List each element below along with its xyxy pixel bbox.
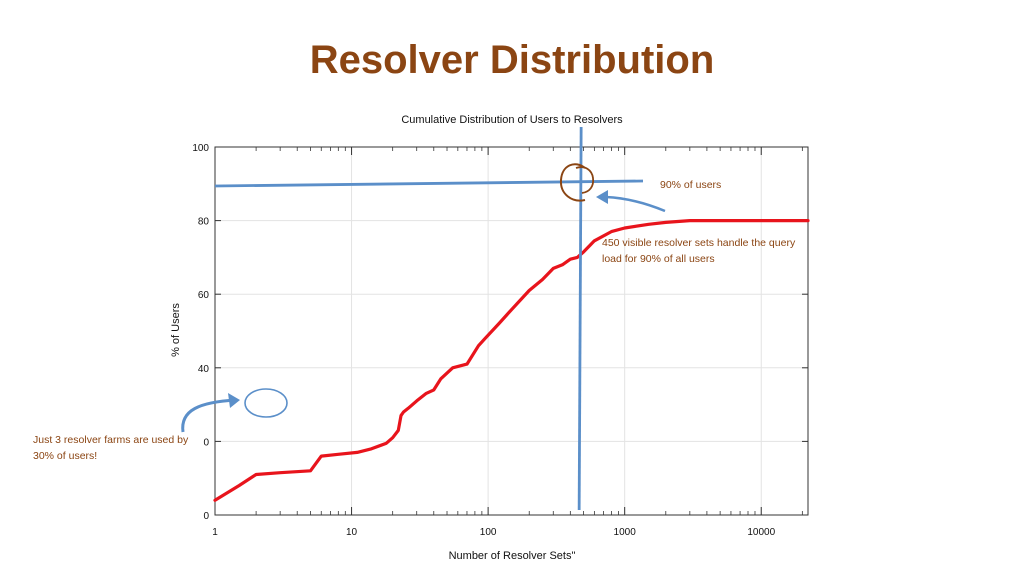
x-tick-label: 1000 xyxy=(614,527,637,538)
right-arrow-head xyxy=(596,190,608,204)
chart-title: Cumulative Distribution of Users to Reso… xyxy=(401,114,623,126)
y-tick-label: 60 xyxy=(198,290,210,301)
left-arrow xyxy=(181,398,237,433)
x-tick-label: 10000 xyxy=(747,527,775,538)
x-tick-label: 100 xyxy=(480,527,497,538)
plot-frame xyxy=(214,146,809,516)
y-tick-label: 100 xyxy=(192,143,209,154)
x-axis-label: Number of Resolver Sets" xyxy=(448,550,576,562)
x-tick-label: 10 xyxy=(346,527,358,538)
right-arrow xyxy=(605,195,666,213)
y-tick-label: 80 xyxy=(198,217,210,228)
intersection-circle xyxy=(559,163,586,202)
annotation-resolver-farms: Just 3 resolver farms are used by 30% of… xyxy=(33,434,189,462)
horizontal-guide-line xyxy=(214,179,644,188)
resolver-farms-circle xyxy=(244,388,288,418)
annotation-visible-resolver-sets: 450 visible resolver sets handle the que… xyxy=(602,237,796,265)
annotation-90-percent: 90% of users xyxy=(660,179,722,191)
y-tick-label: 0 xyxy=(203,511,209,522)
y-tick-label: 40 xyxy=(198,364,210,375)
y-tick-label: 0 xyxy=(203,437,209,448)
x-tick-label: 1 xyxy=(212,527,218,538)
vertical-guide-line xyxy=(577,126,583,511)
slide-title: Resolver Distribution xyxy=(309,38,715,82)
left-arrow-head xyxy=(228,393,240,408)
intersection-circle-inner xyxy=(575,166,595,194)
cdf-line xyxy=(213,219,810,502)
